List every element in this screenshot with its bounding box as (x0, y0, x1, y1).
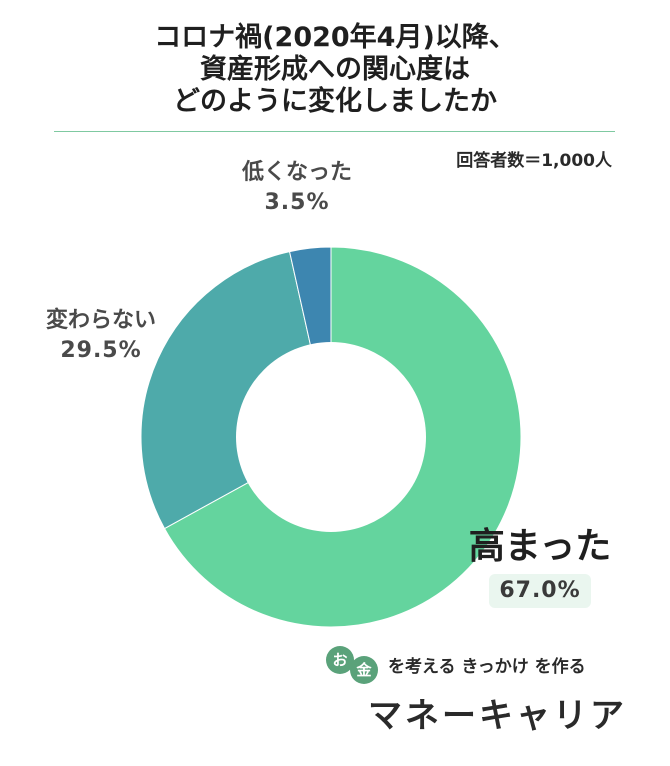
slice-label-same: 変わらない 29.5% (16, 306, 186, 366)
title-line-2: 資産形成への関心度は (200, 54, 470, 85)
slice-name-high: 高まった (468, 526, 612, 567)
brand-logo: お 金 を考える きっかけ を作る マネーキャリア (322, 644, 642, 744)
slice-label-low: 低くなった 3.5% (222, 158, 372, 218)
slice-pct-low: 3.5% (264, 190, 330, 215)
donut-hole (236, 342, 426, 532)
slice-name-same: 変わらない (45, 308, 156, 333)
slice-pct-high: 67.0% (489, 574, 591, 608)
logo-circle-kin: 金 (350, 656, 378, 684)
chart-title: コロナ禍(2020年4月)以降、 資産形成への関心度は どのように変化しましたか (0, 22, 670, 118)
title-line-3: どのように変化しましたか (173, 86, 497, 117)
logo-circle-o: お (326, 646, 354, 674)
slice-name-low: 低くなった (241, 160, 352, 185)
title-line-1: コロナ禍(2020年4月)以降、 (154, 22, 516, 53)
slice-label-high: 高まった 67.0% (440, 524, 640, 608)
slice-pct-same: 29.5% (60, 338, 142, 363)
logo-brand-name: マネーキャリア (368, 696, 627, 736)
respondent-count: 回答者数＝1,000人 (456, 151, 612, 171)
title-divider (54, 131, 615, 132)
logo-tagline: を考える きっかけ を作る (388, 657, 586, 677)
